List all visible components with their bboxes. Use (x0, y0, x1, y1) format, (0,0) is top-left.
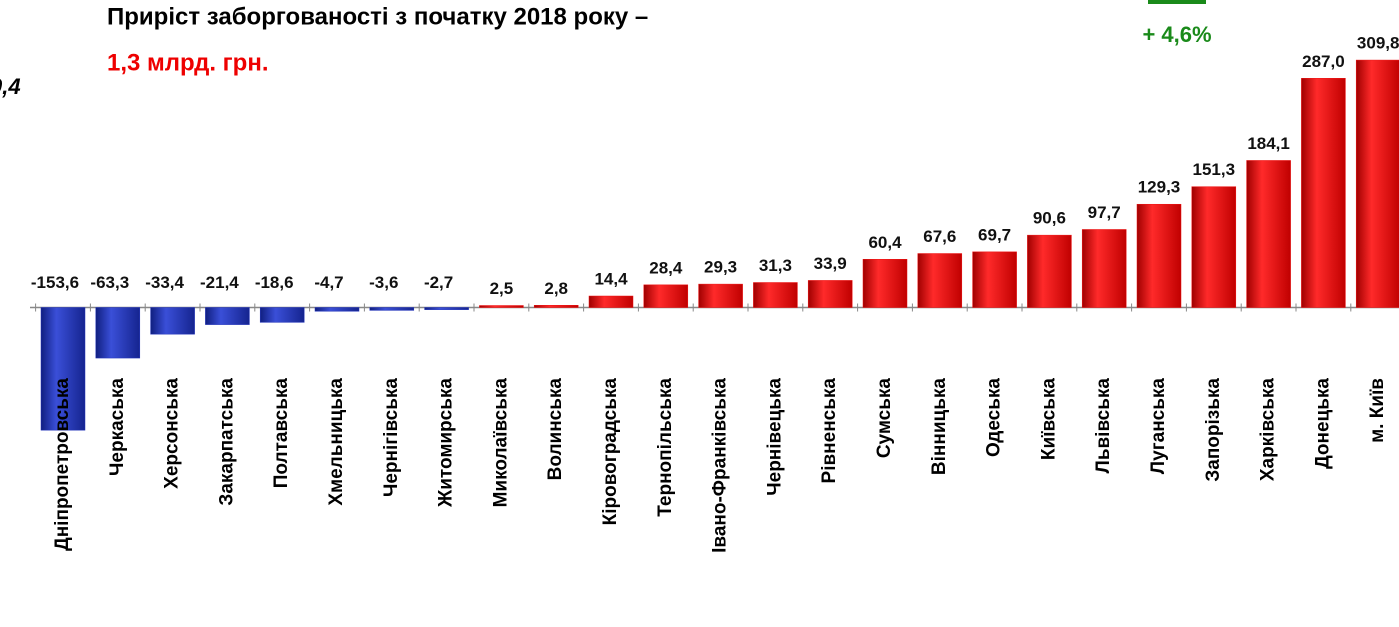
bar (698, 283, 743, 308)
bar (314, 307, 360, 312)
data-label: 90,6 (1033, 209, 1066, 228)
data-label: 151,3 (1193, 160, 1236, 179)
bar (150, 307, 195, 335)
data-label: 287,0 (1302, 52, 1345, 71)
x-tick-label: Харківська (1258, 378, 1279, 482)
bar (95, 307, 141, 359)
x-tick-label: Миколаївська (490, 378, 511, 508)
cropped-annotation: 0,4 (0, 74, 21, 99)
x-tick-label: Запорізька (1203, 378, 1224, 482)
x-tick-label: Полтавська (271, 378, 292, 489)
data-label: 14,4 (594, 269, 628, 288)
chart-title: Приріст заборгованості з початку 2018 ро… (107, 3, 648, 30)
x-tick-label: Чернігівська (381, 378, 402, 497)
bar (369, 307, 415, 311)
data-label: 2,8 (544, 279, 568, 298)
data-label: -63,3 (90, 273, 129, 292)
x-tick-label: Черкаська (107, 378, 128, 476)
data-label: -4,7 (314, 273, 343, 292)
bar (1027, 234, 1072, 308)
x-tick-label: Одеська (984, 378, 1005, 457)
data-label: 69,7 (978, 225, 1011, 244)
x-tick-label: Івано-Франківська (710, 378, 731, 553)
bar (1301, 78, 1346, 308)
x-tick-label: Луганська (1148, 378, 1169, 475)
x-tick-label: Житомирська (436, 378, 457, 508)
bar (1246, 160, 1291, 308)
bar (1136, 203, 1182, 308)
x-tick-label: Київська (1038, 378, 1059, 461)
data-label: 28,4 (649, 258, 683, 277)
data-label: -33,4 (145, 273, 184, 292)
data-label: -3,6 (369, 273, 398, 292)
bar (533, 305, 579, 308)
growth-annotation: + 4,6% (1142, 22, 1211, 47)
data-label: 67,6 (923, 227, 956, 246)
x-tick-label: Херсонська (162, 378, 183, 489)
data-label: 2,5 (490, 279, 514, 298)
bar (643, 284, 689, 308)
x-tick-label: Закарпатська (216, 378, 237, 506)
x-tick-label: Кіровоградська (600, 378, 621, 526)
x-tick-label: Вінницька (929, 378, 950, 476)
bar (917, 253, 963, 308)
bar (205, 307, 250, 325)
x-tick-label: Хмельницька (326, 378, 347, 506)
x-tick-label: Львівська (1093, 378, 1114, 474)
data-label: -2,7 (424, 273, 453, 292)
bar (1081, 229, 1127, 308)
x-tick-label: Чернівецька (764, 378, 785, 496)
x-tick-label: Рівненська (819, 378, 840, 484)
data-label: 129,3 (1138, 178, 1181, 197)
data-label: 60,4 (868, 233, 902, 252)
data-label: -18,6 (255, 273, 294, 292)
data-label: -153,6 (31, 273, 79, 292)
bar (972, 251, 1017, 308)
x-tick-label: Дніпропетровська (52, 378, 73, 551)
bar (40, 307, 86, 431)
x-tick-label: Донецька (1312, 378, 1333, 469)
bar (424, 307, 469, 310)
x-tick-label: м. Київ (1367, 378, 1388, 443)
bar (259, 307, 305, 323)
x-tick-label: Тернопільська (655, 378, 676, 517)
data-label: 309,8 (1357, 34, 1399, 53)
chart-subtitle: 1,3 млрд. грн. (107, 49, 268, 76)
data-label: 97,7 (1088, 203, 1121, 222)
data-label: 31,3 (759, 256, 792, 275)
x-tick-label: Сумська (874, 378, 895, 459)
bar (807, 280, 853, 308)
bar (1191, 186, 1237, 308)
x-tick-label: Волинська (545, 378, 566, 481)
bar (479, 305, 524, 308)
bar (862, 259, 908, 308)
data-label: 33,9 (814, 254, 847, 273)
bar (753, 282, 798, 308)
bar (1355, 59, 1399, 308)
data-label: -21,4 (200, 273, 239, 292)
data-label: 29,3 (704, 258, 737, 277)
bar (588, 295, 634, 308)
data-label: 184,1 (1247, 134, 1290, 153)
